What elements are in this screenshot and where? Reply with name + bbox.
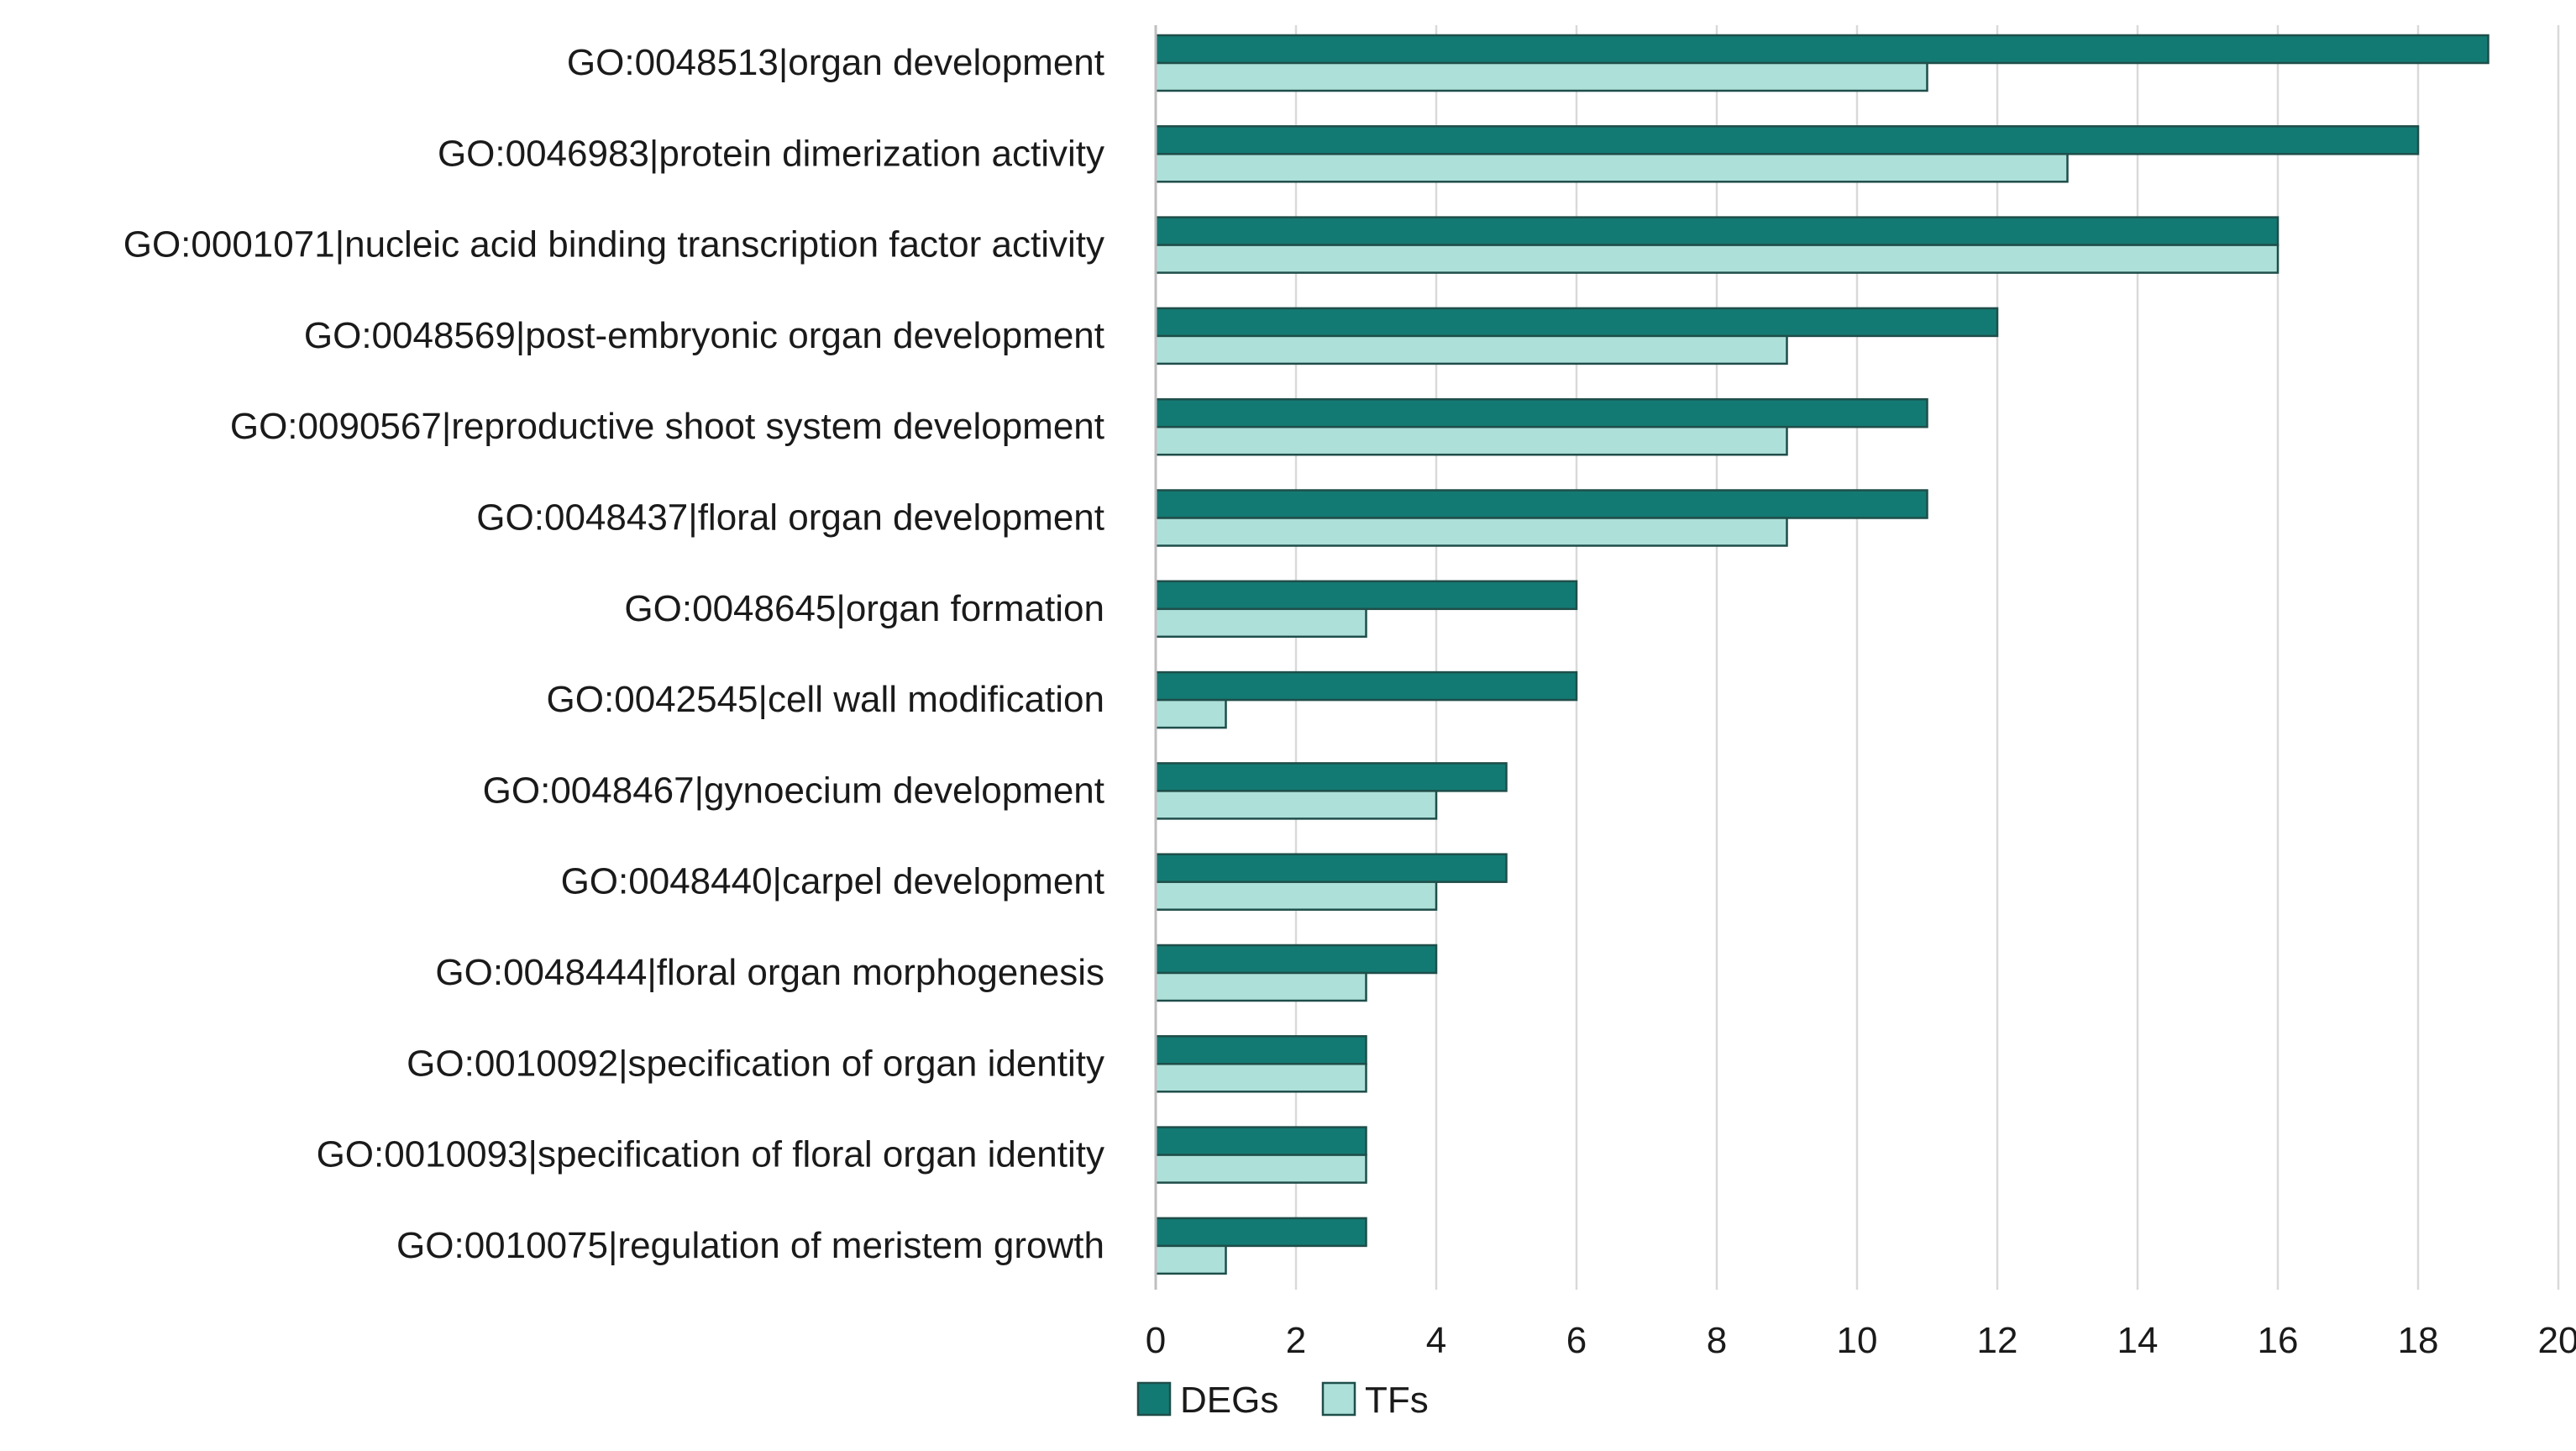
- category-label: GO:0010092|specification of organ identi…: [407, 1043, 1104, 1084]
- bar-degs-5: [1154, 397, 1928, 428]
- x-tick-label: 0: [1146, 1320, 1166, 1361]
- x-tick-label: 20: [2538, 1320, 2576, 1361]
- bar-degs-1: [1154, 34, 2489, 65]
- bar-tfs-7: [1154, 607, 1367, 639]
- category-label: GO:0090567|reproductive shoot system dev…: [230, 406, 1104, 447]
- x-tick-label: 12: [1977, 1320, 2018, 1361]
- bar-degs-11: [1154, 944, 1438, 975]
- category-label: GO:0048467|gynoecium development: [483, 770, 1104, 811]
- bar-tfs-4: [1154, 334, 1788, 365]
- bar-degs-6: [1154, 489, 1928, 519]
- bar-degs-8: [1154, 670, 1578, 702]
- category-label: GO:0048513|organ development: [567, 42, 1104, 83]
- bar-tfs-13: [1154, 1154, 1367, 1184]
- bar-tfs-5: [1154, 425, 1788, 456]
- legend-label-degs: DEGs: [1180, 1380, 1278, 1421]
- gridlines: [1294, 25, 2560, 1290]
- legend-swatch-degs: [1136, 1381, 1172, 1417]
- bar-degs-10: [1154, 853, 1508, 883]
- bar-degs-3: [1154, 216, 2280, 246]
- category-label: GO:0048569|post-embryonic organ developm…: [304, 315, 1104, 356]
- bar-degs-9: [1154, 762, 1508, 792]
- bar-tfs-9: [1154, 790, 1438, 820]
- category-label: GO:0010093|specification of floral organ…: [317, 1134, 1104, 1175]
- bar-tfs-6: [1154, 517, 1788, 547]
- bars: [1154, 34, 2489, 1275]
- category-labels: GO:0048513|organ development GO:0046983|p…: [123, 42, 1104, 1266]
- bar-tfs-10: [1154, 881, 1438, 911]
- x-tick-labels: 0 2 4 6 8 10 12 14 16 18 20: [1146, 1320, 2576, 1361]
- category-label: GO:0001071|nucleic acid binding transcri…: [123, 224, 1104, 265]
- bar-tfs-8: [1154, 698, 1227, 729]
- category-label: GO:0048440|carpel development: [561, 861, 1104, 902]
- bar-tfs-11: [1154, 971, 1367, 1002]
- legend-label-tfs: TFs: [1365, 1380, 1429, 1421]
- x-tick-label: 8: [1707, 1320, 1727, 1361]
- legend: DEGs TFs: [1136, 1380, 1429, 1421]
- x-tick-label: 10: [1837, 1320, 1878, 1361]
- bar-degs-14: [1154, 1217, 1367, 1248]
- bar-degs-4: [1154, 307, 1999, 338]
- x-tick-label: 4: [1426, 1320, 1446, 1361]
- bar-degs-2: [1154, 125, 2420, 155]
- x-tick-label: 18: [2398, 1320, 2439, 1361]
- bar-degs-7: [1154, 580, 1578, 611]
- x-tick-label: 6: [1566, 1320, 1587, 1361]
- bar-tfs-3: [1154, 244, 2280, 274]
- x-tick-label: 16: [2258, 1320, 2299, 1361]
- category-label: GO:0048437|floral organ development: [476, 497, 1104, 539]
- x-tick-label: 2: [1286, 1320, 1306, 1361]
- bar-tfs-14: [1154, 1244, 1227, 1275]
- x-tick-label: 14: [2117, 1320, 2159, 1361]
- bar-tfs-1: [1154, 61, 1928, 92]
- legend-swatch-tfs: [1321, 1381, 1356, 1417]
- bar-tfs-2: [1154, 153, 2069, 183]
- bar-tfs-12: [1154, 1063, 1367, 1093]
- bar-degs-12: [1154, 1035, 1367, 1065]
- category-label: GO:0048444|floral organ morphogenesis: [435, 952, 1104, 993]
- category-label: GO:0010075|regulation of meristem growth: [396, 1225, 1104, 1266]
- category-label: GO:0042545|cell wall modification: [547, 679, 1104, 720]
- category-label: GO:0048645|organ formation: [624, 588, 1104, 629]
- category-label: GO:0046983|protein dimerization activity: [438, 133, 1104, 174]
- bar-degs-13: [1154, 1126, 1367, 1156]
